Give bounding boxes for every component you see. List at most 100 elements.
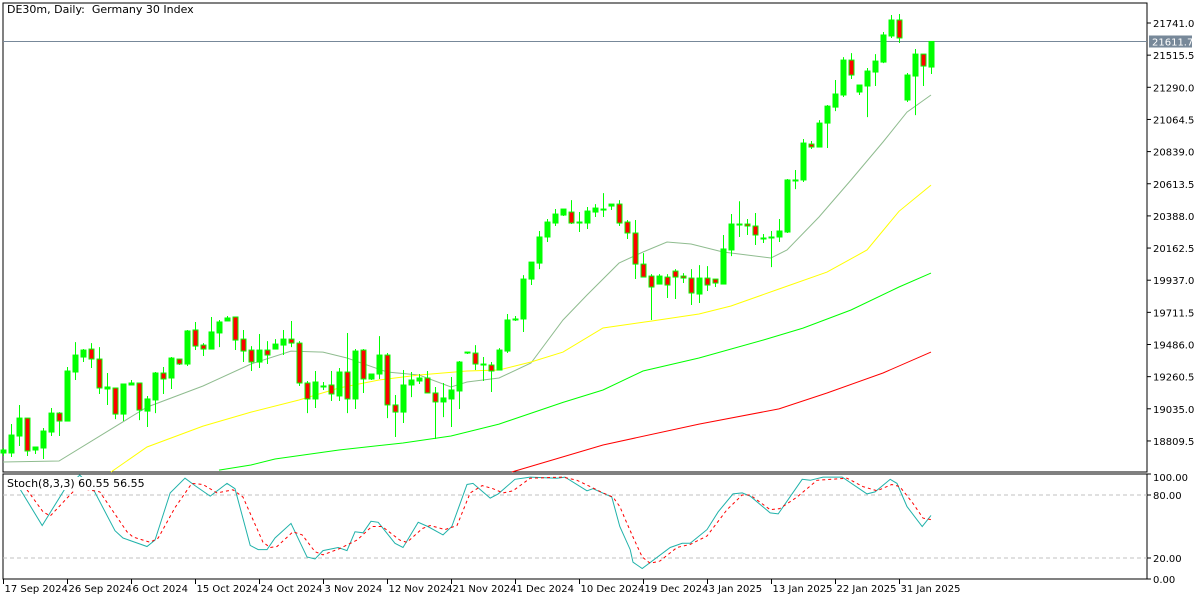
candle-body-bearish [920, 53, 927, 67]
candle-body-bullish [480, 363, 487, 366]
candle [0, 448, 7, 456]
candle-body-bullish [456, 361, 463, 392]
candle-body-bullish [536, 236, 543, 264]
candle [352, 349, 359, 409]
candle-body-bearish [56, 412, 63, 422]
candle [288, 320, 295, 348]
candle-body-bullish [312, 381, 319, 400]
candle [920, 53, 927, 87]
candle-body-bearish [176, 358, 183, 365]
candle [832, 80, 839, 112]
candle [248, 346, 255, 372]
candle-body-bullish [400, 384, 407, 413]
candle-body-bearish [664, 276, 671, 286]
candle [496, 348, 503, 371]
candle [880, 31, 887, 64]
candle [128, 380, 135, 386]
candle-body-bearish [240, 338, 247, 352]
current-price-box [1149, 35, 1192, 48]
candle [360, 349, 367, 393]
candle-body-bullish [528, 261, 535, 280]
ma-line-ma20 [2, 94, 932, 463]
candle [304, 380, 311, 414]
candle-body-bullish [336, 371, 343, 397]
candle-body-bullish [520, 278, 527, 320]
candle [688, 269, 695, 306]
candle-body-bullish [352, 350, 359, 400]
candle [784, 178, 791, 234]
candle-body-bullish [216, 321, 223, 334]
date-label: 17 Sep 2024 [5, 584, 68, 595]
date-label: 31 Jan 2025 [901, 584, 961, 595]
price-tick-label: 21064.5 [1153, 115, 1194, 126]
candle [312, 371, 319, 408]
candles [0, 14, 935, 459]
candle [336, 368, 343, 401]
candle [904, 73, 911, 102]
candle [872, 54, 879, 87]
price-tick-label: 21290.0 [1153, 83, 1194, 94]
candle [296, 341, 303, 386]
candle-body-bullish [760, 237, 767, 240]
candle-body-bullish [280, 338, 287, 346]
candle-body-bearish [752, 225, 759, 236]
candle-body-bullish [8, 434, 15, 454]
candle-body-bearish [896, 19, 903, 39]
time-axis: 17 Sep 2024 26 Sep 2024 6 Oct 2024 15 Oct 2… [3, 579, 961, 595]
candle-body-bullish [496, 349, 503, 371]
candle [504, 313, 511, 354]
candle [416, 374, 423, 384]
candle-body-bullish [872, 60, 879, 73]
candle-body-bullish [48, 412, 55, 433]
candle [328, 371, 335, 401]
price-tick-label: 20388.0 [1153, 212, 1194, 223]
candle-body-bearish [96, 358, 103, 389]
stoch-tick-label: 80.00 [1153, 491, 1182, 502]
candle-body-bearish [616, 203, 623, 224]
candle-body-bullish [376, 354, 383, 375]
candle [616, 200, 623, 227]
candle [600, 193, 607, 218]
current-price-label: 21611.7 [1152, 38, 1193, 49]
candle [672, 269, 679, 300]
candle-body-bearish [296, 342, 303, 384]
candle [32, 446, 39, 454]
date-label: 1 Dec 2024 [517, 584, 575, 595]
candle [208, 316, 215, 350]
candle [560, 208, 567, 217]
date-label: 15 Oct 2024 [197, 584, 259, 595]
candle-body-bullish [840, 59, 847, 96]
candle-body-bullish [856, 84, 863, 93]
candle-body-bullish [928, 40, 935, 68]
candle-body-bearish [432, 392, 439, 403]
candle-body-bullish [776, 230, 783, 238]
candle-body-bullish [120, 383, 127, 415]
candle [648, 274, 655, 320]
candle [176, 358, 183, 366]
candle-body-bullish [416, 377, 423, 382]
candle-body-bearish [344, 371, 351, 400]
candle-body-bullish [504, 319, 511, 352]
candle-body-bullish [736, 223, 743, 226]
candle-body-bullish [656, 275, 663, 285]
candle-body-bearish [200, 344, 207, 350]
candle-body-bullish [72, 354, 79, 373]
candle [608, 203, 615, 211]
candle-body-bullish [208, 331, 215, 350]
candle-body-bearish [392, 404, 399, 413]
chart-title: DE30m, Daily: Germany 30 Index [7, 3, 194, 16]
candle-body-bearish [648, 275, 655, 288]
candle-body-bearish [624, 221, 631, 234]
candle [704, 266, 711, 292]
price-tick-label: 21741.0 [1153, 19, 1194, 30]
candle [472, 345, 479, 371]
candle [488, 362, 495, 392]
candle-body-bullish [168, 357, 175, 379]
candle [928, 40, 935, 75]
candle [104, 373, 111, 405]
candle-body-bullish [832, 93, 839, 108]
candle [744, 219, 751, 236]
candle [376, 336, 383, 380]
date-label: 22 Jan 2025 [837, 584, 897, 595]
